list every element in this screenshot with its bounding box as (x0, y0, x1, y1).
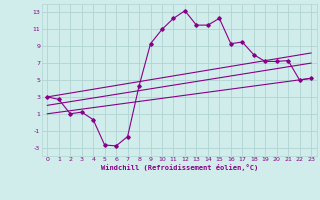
X-axis label: Windchill (Refroidissement éolien,°C): Windchill (Refroidissement éolien,°C) (100, 164, 258, 171)
